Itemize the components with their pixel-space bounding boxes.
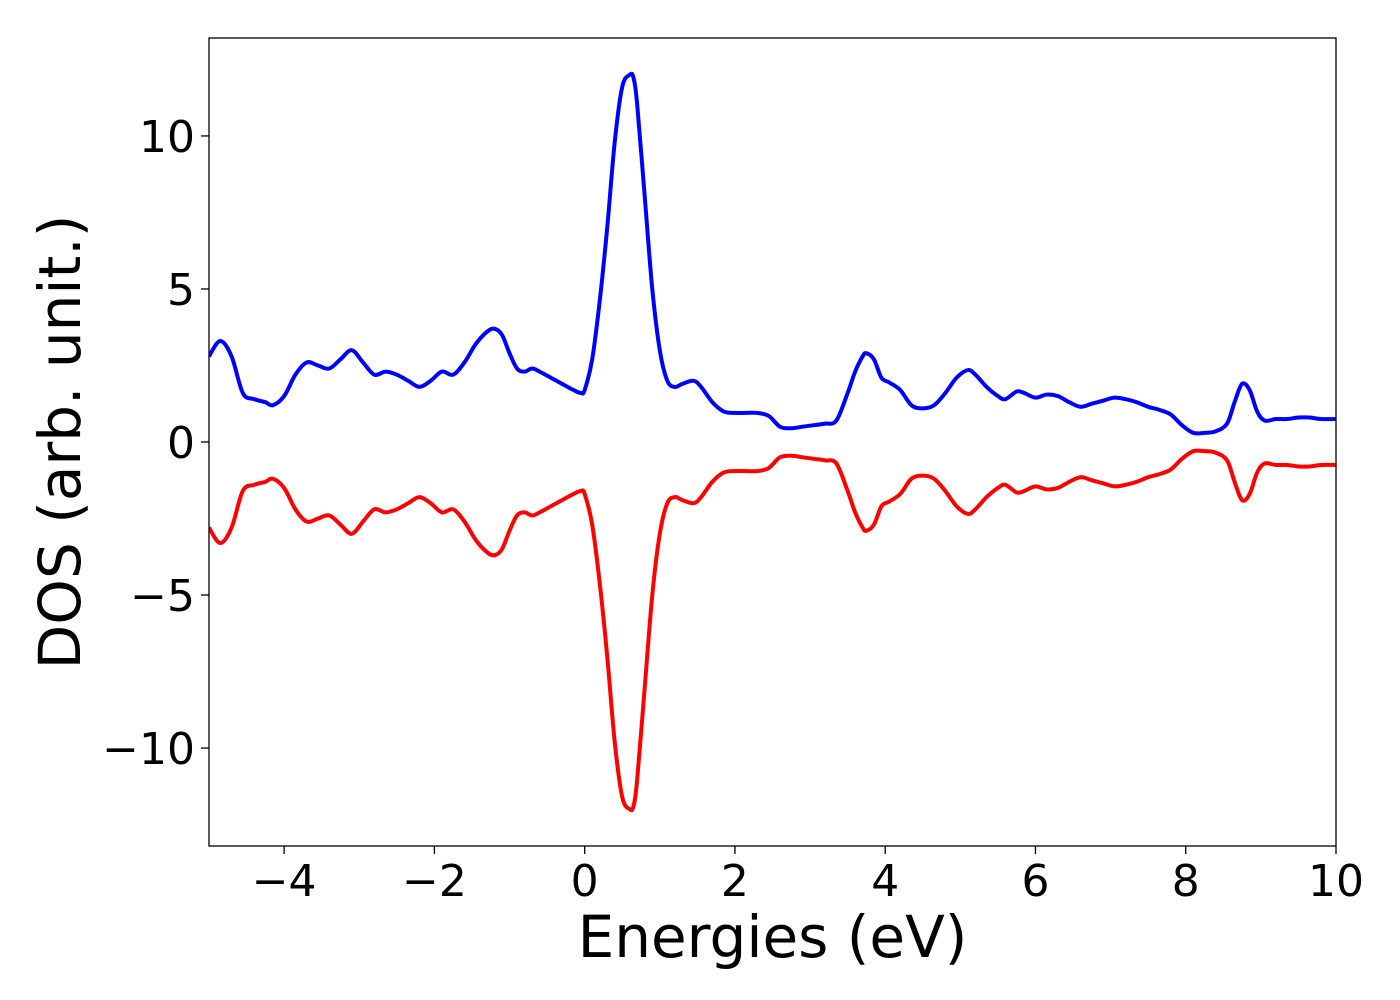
y-axis-title: DOS (arb. unit.) [26,215,94,670]
y-tick-label: 5 [167,265,195,316]
x-tick-label: 8 [1172,856,1200,907]
series-line-2 [209,448,1336,813]
x-tick-label: 10 [1308,856,1364,907]
x-tick-label: 0 [571,856,599,907]
y-tick-label: −5 [130,571,195,622]
x-axis-title: Energies (eV) [578,903,968,971]
x-tick-label: 6 [1021,856,1049,907]
x-tick-label: 2 [721,856,749,907]
x-axis-ticks: −4 −2 0 2 4 6 8 10 [252,846,1364,907]
y-tick-label: 10 [139,112,195,163]
series-line-1 [209,71,1336,436]
x-tick-label: −2 [402,856,467,907]
y-tick-label: −10 [102,724,195,775]
y-tick-label: 0 [167,418,195,469]
series-layer [209,71,1336,813]
x-tick-label: 4 [871,856,899,907]
x-tick-label: −4 [252,856,317,907]
y-axis-ticks: −10 −5 0 5 10 [102,112,209,775]
